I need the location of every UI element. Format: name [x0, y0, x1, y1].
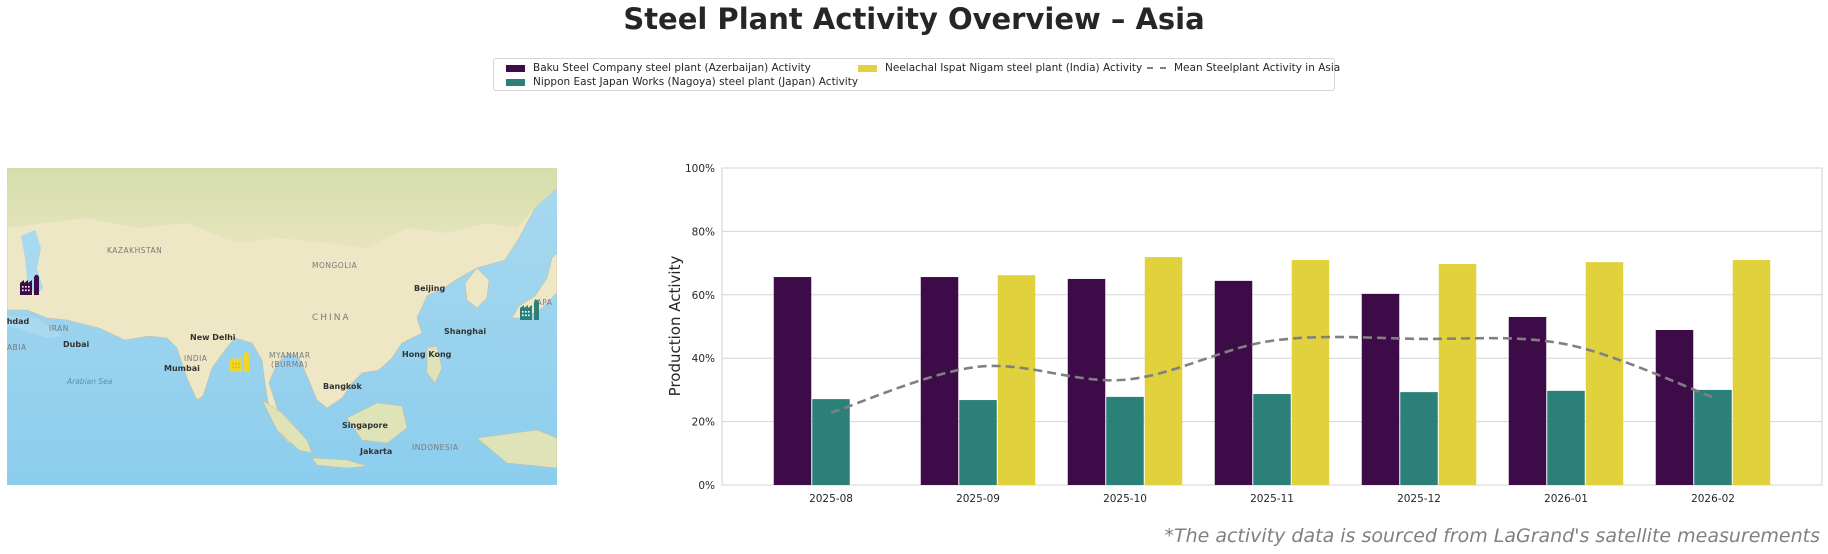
map-label-india: INDIA: [184, 354, 208, 363]
landmass-japan: [511, 252, 557, 319]
map-label-arabian-sea: Arabian Sea: [66, 377, 113, 386]
bar[interactable]: [1400, 392, 1438, 485]
map-label-jakarta: Jakarta: [359, 447, 392, 456]
landmass-borneo: [346, 402, 408, 444]
map-label-burma: (BURMA): [271, 360, 308, 369]
map-label-china: CHINA: [312, 313, 351, 323]
legend-swatch-neelachal: [858, 64, 877, 72]
x-tick-label: 2025-11: [1250, 493, 1294, 505]
bar[interactable]: [1585, 262, 1624, 485]
bar[interactable]: [959, 400, 997, 485]
map-label-mongolia: MONGOLIA: [312, 261, 358, 270]
bar[interactable]: [1253, 394, 1291, 485]
legend-label-nippon: Nippon East Japan Works (Nagoya) steel p…: [533, 76, 859, 88]
bar[interactable]: [773, 277, 812, 485]
bar[interactable]: [1067, 278, 1106, 485]
map-label-indonesia: INDONESIA: [412, 443, 459, 452]
bar[interactable]: [1655, 329, 1694, 485]
map-label-kazakhstan: KAZAKHSTAN: [107, 246, 162, 255]
map-label-singapore: Singapore: [342, 421, 388, 430]
map-label-hong-kong: Hong Kong: [402, 350, 452, 359]
bar[interactable]: [1694, 389, 1732, 485]
x-tick-label: 2025-09: [956, 493, 1000, 505]
legend-label-mean: Mean Steelplant Activity in Asia: [1174, 62, 1341, 74]
persian-gulf: [7, 316, 62, 338]
landmass-asia: [7, 168, 557, 444]
bar[interactable]: [812, 399, 850, 485]
y-tick-label: 40%: [692, 353, 715, 365]
bar[interactable]: [1438, 264, 1477, 485]
bar[interactable]: [1361, 293, 1400, 485]
bar[interactable]: [1547, 390, 1585, 485]
x-tick-label: 2026-01: [1544, 493, 1588, 505]
legend-item-nippon: Nippon East Japan Works (Nagoya) steel p…: [506, 76, 858, 88]
landmass-sumatra: [261, 399, 313, 454]
factory-icon[interactable]: [20, 274, 39, 295]
mean-activity-line: [830, 335, 1714, 414]
factory-icon[interactable]: [230, 351, 249, 372]
y-tick-label: 100%: [685, 163, 715, 175]
y-tick-label: 60%: [692, 290, 715, 302]
legend-swatch-baku: [506, 64, 525, 72]
map-label-mumbai: Mumbai: [164, 364, 200, 373]
y-tick-label: 0%: [698, 480, 715, 492]
landmass-philippines: [426, 345, 443, 384]
x-tick-label: 2025-12: [1397, 493, 1441, 505]
siberia-region: [7, 168, 557, 248]
map-label-shanghai: Shanghai: [444, 327, 486, 336]
map-label-arabia: ABIA: [7, 343, 27, 352]
map-label-baghdad: ghdad: [7, 317, 30, 326]
map-label-dubai: Dubai: [63, 340, 89, 349]
y-axis-label: Production Activity: [666, 256, 684, 397]
legend-item-baku: Baku Steel Company steel plant (Azerbaij…: [506, 62, 811, 74]
legend-item-mean: Mean Steelplant Activity in Asia: [1147, 62, 1340, 74]
bar[interactable]: [1291, 259, 1330, 485]
map-label-beijing: Beijing: [414, 284, 445, 293]
footnote: *The activity data is sourced from LaGra…: [1164, 525, 1820, 547]
legend-item-neelachal: Neelachal Ispat Nigam steel plant (India…: [858, 62, 1142, 74]
bar[interactable]: [1214, 280, 1253, 485]
landmass-new-guinea: [476, 429, 557, 469]
y-tick-label: 80%: [692, 226, 715, 238]
bar[interactable]: [1106, 396, 1144, 485]
factory-icon[interactable]: [520, 299, 539, 320]
x-tick-label: 2025-10: [1103, 493, 1147, 505]
map-label-bangkok: Bangkok: [323, 382, 363, 391]
chart-title: Steel Plant Activity Overview – Asia: [623, 2, 1205, 36]
bar[interactable]: [1732, 259, 1771, 485]
x-tick-label: 2025-08: [809, 493, 853, 505]
y-tick-label: 20%: [692, 417, 715, 429]
landmass-java: [311, 457, 368, 469]
bar[interactable]: [997, 275, 1036, 485]
map-label-new-delhi: New Delhi: [190, 333, 236, 342]
bar[interactable]: [920, 277, 959, 485]
legend-swatch-nippon: [506, 78, 525, 86]
bar[interactable]: [1508, 316, 1547, 485]
legend-label-neelachal: Neelachal Ispat Nigam steel plant (India…: [885, 62, 1143, 74]
x-tick-label: 2026-02: [1691, 493, 1735, 505]
landmass-korea: [464, 267, 490, 309]
map-label-myanmar: MYANMAR: [269, 351, 311, 360]
asia-map[interactable]: KAZAKHSTAN MONGOLIA CHINA IRAN INDIA MYA…: [7, 168, 557, 485]
legend-swatch-mean: [1147, 67, 1166, 69]
legend: Baku Steel Company steel plant (Azerbaij…: [493, 58, 1340, 91]
map-label-japan: JAPA: [533, 298, 553, 307]
legend-label-baku: Baku Steel Company steel plant (Azerbaij…: [533, 62, 811, 74]
map-label-iran: IRAN: [49, 324, 69, 333]
